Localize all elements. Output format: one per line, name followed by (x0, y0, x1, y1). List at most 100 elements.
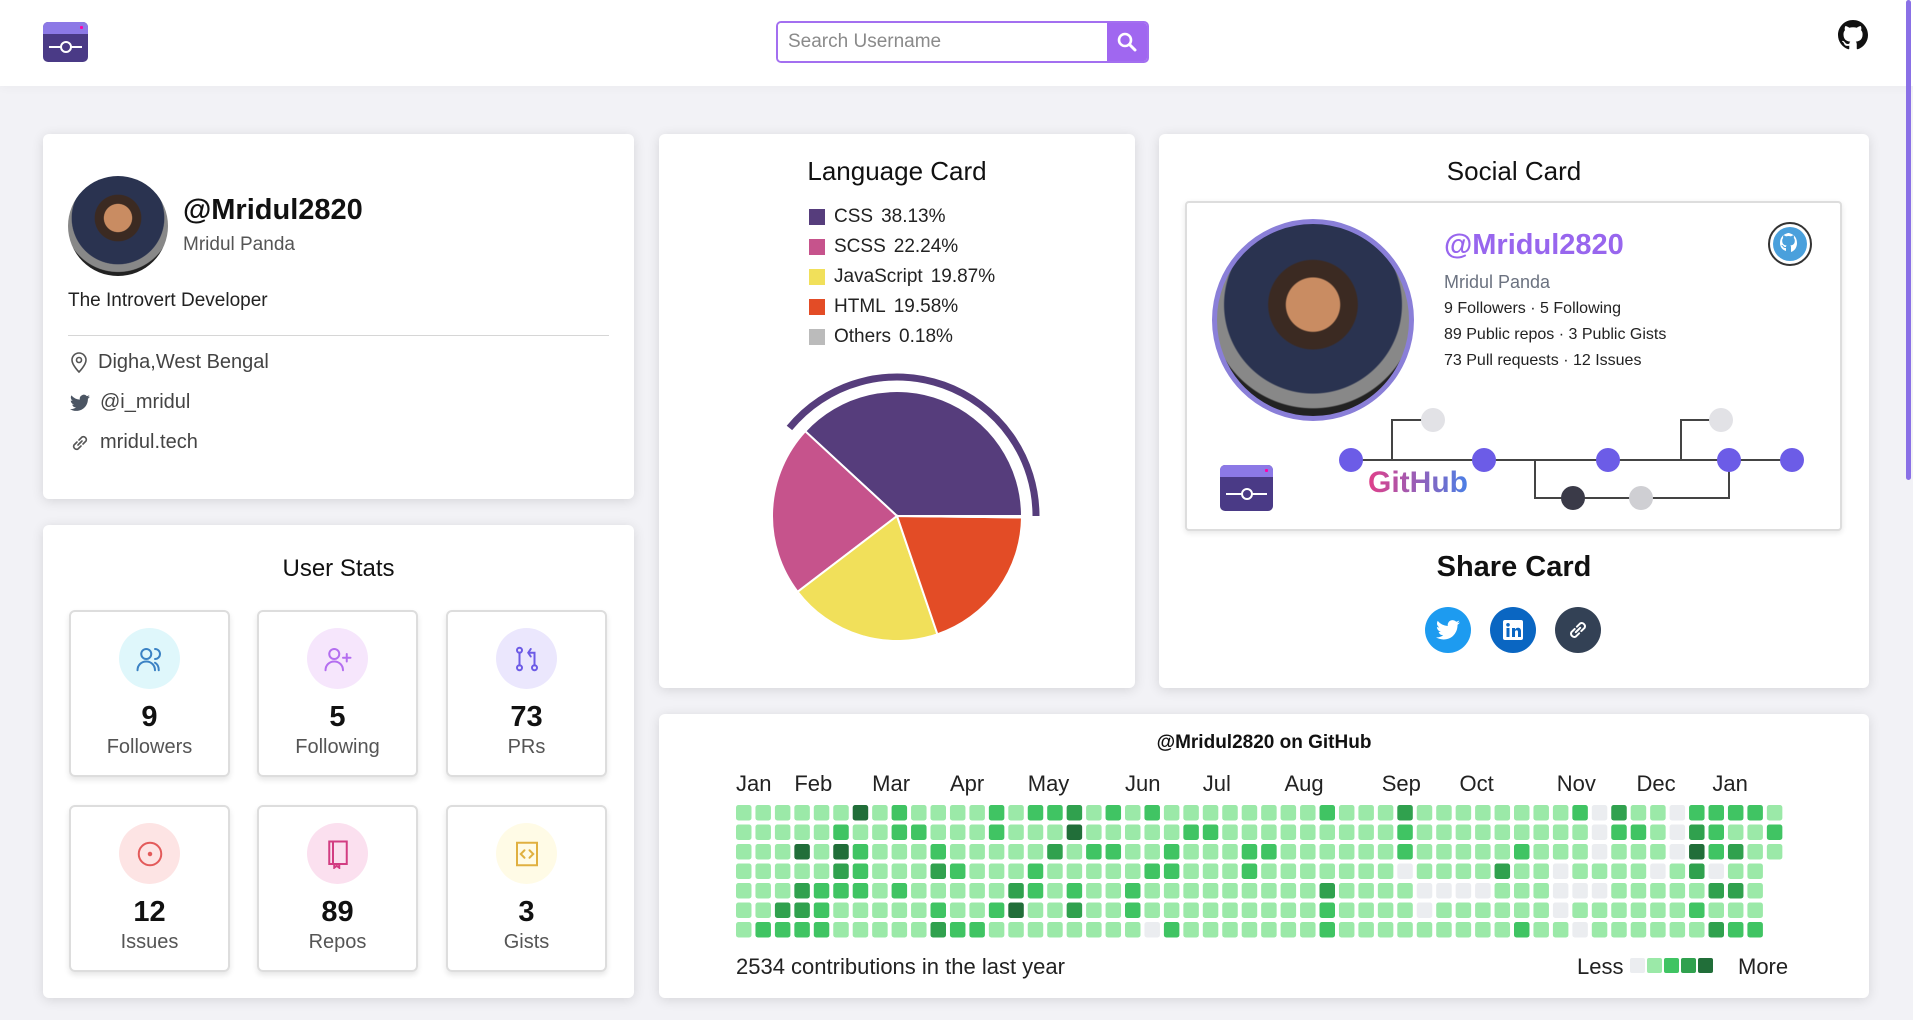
contribution-day[interactable] (1766, 824, 1783, 841)
contribution-day[interactable] (1630, 805, 1647, 821)
contribution-day[interactable] (774, 805, 791, 821)
contribution-day[interactable] (1183, 824, 1199, 841)
contribution-day[interactable] (1689, 863, 1705, 880)
contribution-day[interactable] (911, 824, 927, 841)
contribution-day[interactable] (1494, 902, 1511, 919)
contribution-day[interactable] (1747, 902, 1763, 919)
contribution-day[interactable] (774, 844, 791, 860)
contribution-day[interactable] (755, 805, 771, 821)
contribution-day[interactable] (1027, 922, 1044, 938)
contribution-day[interactable] (1766, 805, 1783, 821)
contribution-day[interactable] (1514, 902, 1530, 919)
contribution-day[interactable] (949, 902, 966, 919)
contribution-day[interactable] (1125, 805, 1141, 821)
search-input[interactable] (778, 23, 1107, 61)
contribution-day[interactable] (1436, 902, 1452, 919)
contribution-day[interactable] (774, 824, 791, 841)
contribution-day[interactable] (1241, 902, 1258, 919)
contribution-day[interactable] (1572, 922, 1588, 938)
contribution-day[interactable] (1338, 863, 1355, 880)
contribution-day[interactable] (774, 863, 791, 880)
contribution-day[interactable] (1066, 902, 1083, 919)
contribution-day[interactable] (1163, 805, 1180, 821)
contribution-day[interactable] (930, 824, 947, 841)
contribution-day[interactable] (1183, 805, 1199, 821)
contribution-day[interactable] (1708, 824, 1725, 841)
contribution-day[interactable] (891, 805, 908, 821)
contribution-day[interactable] (1533, 824, 1549, 841)
contribution-day[interactable] (1669, 863, 1686, 880)
pie-slice-html[interactable] (895, 514, 1024, 636)
contribution-day[interactable] (911, 805, 927, 821)
contribution-day[interactable] (891, 863, 908, 880)
share-linkedin-button[interactable] (1490, 607, 1536, 653)
contribution-day[interactable] (813, 902, 830, 919)
contribution-day[interactable] (1611, 902, 1627, 919)
contribution-day[interactable] (1338, 902, 1355, 919)
contribution-day[interactable] (1630, 883, 1647, 899)
contribution-day[interactable] (1086, 863, 1102, 880)
contribution-day[interactable] (949, 844, 966, 860)
contribution-day[interactable] (1144, 883, 1160, 899)
contribution-day[interactable] (1377, 922, 1394, 938)
contribution-day[interactable] (872, 902, 888, 919)
contribution-day[interactable] (1261, 863, 1277, 880)
contribution-day[interactable] (1455, 805, 1472, 821)
contribution-day[interactable] (969, 902, 985, 919)
contribution-day[interactable] (1552, 902, 1569, 919)
contribution-day[interactable] (1397, 844, 1413, 860)
contribution-day[interactable] (1611, 805, 1627, 821)
contribution-day[interactable] (1300, 844, 1316, 860)
contribution-day[interactable] (833, 824, 849, 841)
contribution-day[interactable] (1261, 824, 1277, 841)
contribution-day[interactable] (1027, 805, 1044, 821)
contribution-day[interactable] (1183, 863, 1199, 880)
contribution-day[interactable] (1027, 863, 1044, 880)
contribution-day[interactable] (872, 844, 888, 860)
contribution-day[interactable] (1222, 805, 1238, 821)
contribution-day[interactable] (1689, 902, 1705, 919)
contribution-day[interactable] (1280, 863, 1297, 880)
contribution-day[interactable] (1125, 863, 1141, 880)
contribution-day[interactable] (1611, 883, 1627, 899)
contribution-day[interactable] (1261, 922, 1277, 938)
contribution-day[interactable] (1338, 824, 1355, 841)
contribution-day[interactable] (1475, 844, 1491, 860)
contribution-day[interactable] (813, 863, 830, 880)
contribution-day[interactable] (1591, 805, 1608, 821)
scrollbar[interactable] (1906, 0, 1911, 480)
contribution-day[interactable] (1027, 844, 1044, 860)
contribution-day[interactable] (736, 922, 752, 938)
contribution-day[interactable] (1572, 844, 1588, 860)
contribution-day[interactable] (1552, 922, 1569, 938)
share-link-button[interactable] (1555, 607, 1601, 653)
contribution-day[interactable] (1689, 922, 1705, 938)
contribution-day[interactable] (813, 824, 830, 841)
contribution-day[interactable] (911, 844, 927, 860)
contribution-day[interactable] (833, 922, 849, 938)
github-icon[interactable] (1838, 20, 1868, 50)
pie-slice-css[interactable] (803, 390, 1024, 517)
contribution-day[interactable] (1436, 805, 1452, 821)
contribution-day[interactable] (891, 844, 908, 860)
contribution-day[interactable] (1416, 805, 1433, 821)
contribution-day[interactable] (1650, 922, 1666, 938)
contribution-day[interactable] (911, 863, 927, 880)
contribution-day[interactable] (1669, 922, 1686, 938)
contribution-day[interactable] (1008, 863, 1024, 880)
contribution-day[interactable] (1689, 824, 1705, 841)
contribution-day[interactable] (1202, 902, 1219, 919)
contribution-day[interactable] (1766, 844, 1783, 860)
contribution-day[interactable] (794, 863, 810, 880)
contribution-day[interactable] (1241, 844, 1258, 860)
twitter-row[interactable]: @i_mridul (70, 391, 190, 414)
contribution-day[interactable] (1455, 922, 1472, 938)
pie-slice-scss[interactable] (771, 429, 899, 594)
contribution-day[interactable] (1319, 922, 1336, 938)
contribution-day[interactable] (1650, 902, 1666, 919)
contribution-day[interactable] (1338, 805, 1355, 821)
contribution-day[interactable] (1727, 805, 1744, 821)
contribution-day[interactable] (1572, 883, 1588, 899)
contribution-day[interactable] (774, 902, 791, 919)
contribution-day[interactable] (1066, 844, 1083, 860)
